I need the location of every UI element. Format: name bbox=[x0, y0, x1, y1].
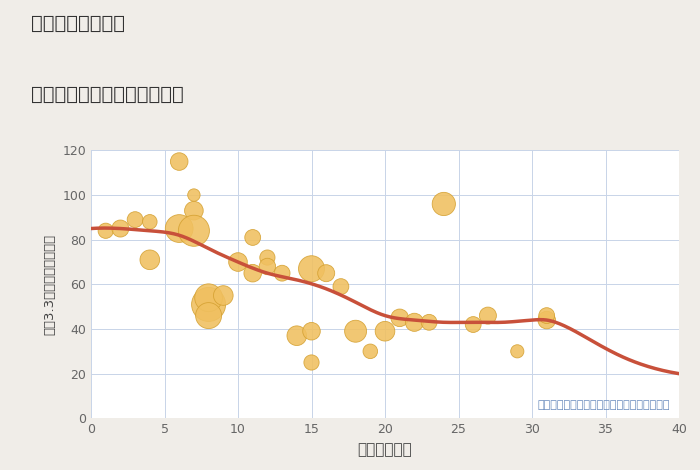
Point bbox=[482, 312, 493, 320]
X-axis label: 築年数（年）: 築年数（年） bbox=[358, 442, 412, 457]
Text: 円の大きさは、取引のあった物件面積を示す: 円の大きさは、取引のあった物件面積を示す bbox=[538, 400, 670, 410]
Y-axis label: 坪（3.3㎡）単価（万円）: 坪（3.3㎡）単価（万円） bbox=[43, 234, 57, 335]
Point bbox=[262, 263, 273, 270]
Point bbox=[365, 348, 376, 355]
Point bbox=[174, 158, 185, 165]
Point bbox=[144, 256, 155, 264]
Point bbox=[468, 321, 479, 328]
Point bbox=[174, 225, 185, 232]
Point bbox=[350, 328, 361, 335]
Point bbox=[306, 265, 317, 273]
Point bbox=[379, 328, 391, 335]
Point bbox=[100, 227, 111, 235]
Point bbox=[247, 269, 258, 277]
Point bbox=[188, 191, 199, 199]
Text: 三重県伊賀市朝屋: 三重県伊賀市朝屋 bbox=[32, 14, 125, 33]
Point bbox=[203, 301, 214, 308]
Point bbox=[512, 348, 523, 355]
Point bbox=[203, 312, 214, 320]
Point bbox=[291, 332, 302, 339]
Point bbox=[247, 234, 258, 241]
Point bbox=[424, 319, 435, 326]
Point bbox=[541, 312, 552, 320]
Point bbox=[409, 319, 420, 326]
Point bbox=[188, 207, 199, 214]
Point bbox=[394, 314, 405, 321]
Point bbox=[335, 283, 346, 290]
Point bbox=[262, 254, 273, 261]
Point bbox=[541, 316, 552, 324]
Point bbox=[306, 328, 317, 335]
Text: 築年数別中古マンション価格: 築年数別中古マンション価格 bbox=[32, 85, 184, 103]
Point bbox=[203, 294, 214, 302]
Point bbox=[130, 216, 141, 223]
Point bbox=[115, 225, 126, 232]
Point bbox=[438, 200, 449, 208]
Point bbox=[218, 292, 229, 299]
Point bbox=[321, 269, 332, 277]
Point bbox=[144, 218, 155, 226]
Point bbox=[232, 258, 244, 266]
Point bbox=[188, 227, 199, 235]
Point bbox=[306, 359, 317, 366]
Point bbox=[276, 269, 288, 277]
